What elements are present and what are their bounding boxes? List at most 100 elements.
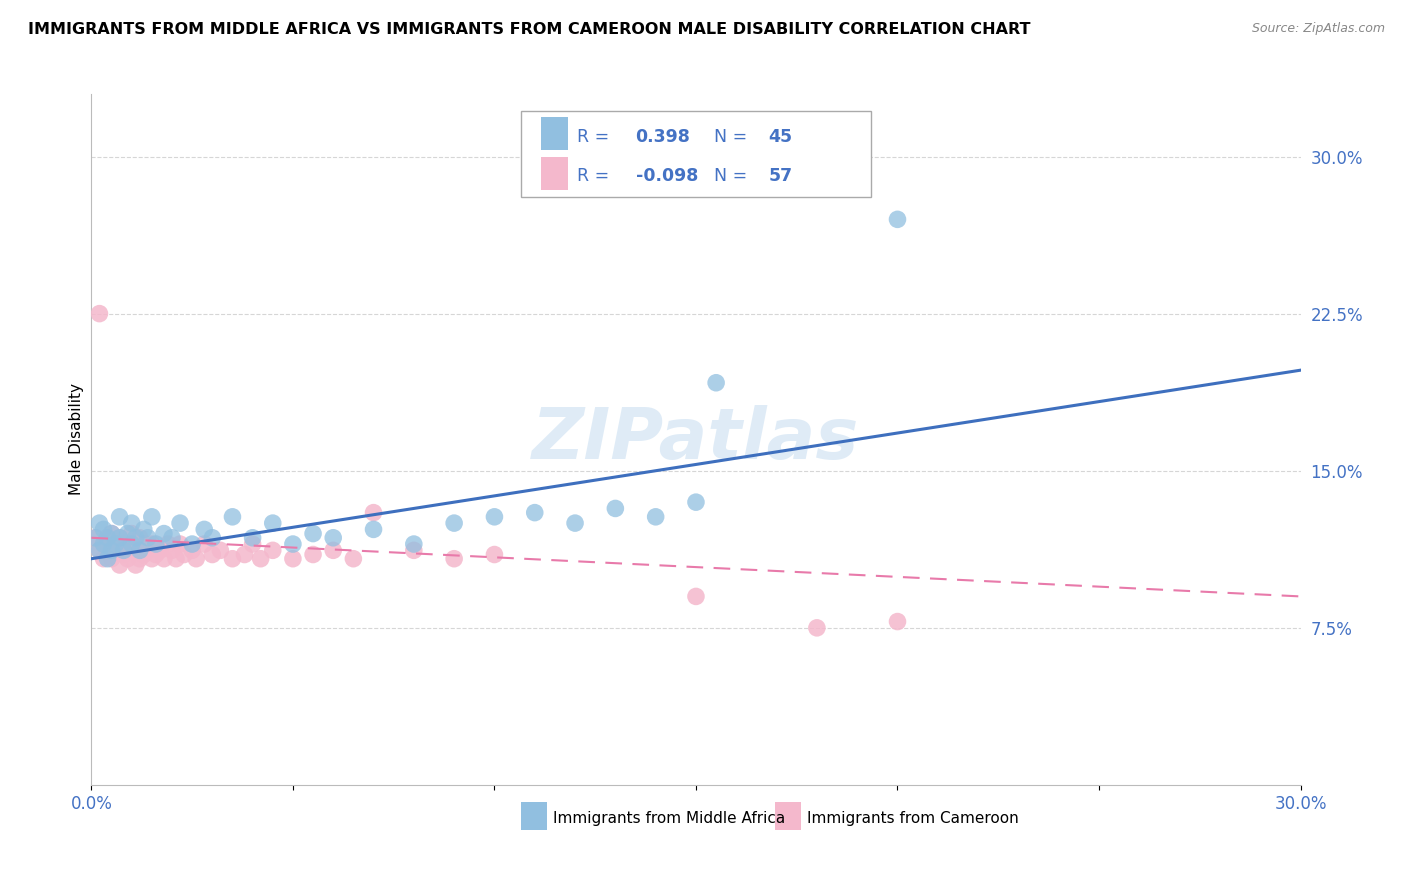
FancyBboxPatch shape (520, 111, 872, 197)
Text: Source: ZipAtlas.com: Source: ZipAtlas.com (1251, 22, 1385, 36)
Point (136, 531, 159, 545)
Text: ZIPatlas: ZIPatlas (533, 405, 859, 474)
Point (108, 531, 131, 545)
Point (564, 516, 586, 530)
Text: N =: N = (714, 128, 752, 145)
Point (125, 531, 148, 545)
Point (112, 548, 135, 562)
Text: Immigrants from Middle Africa: Immigrants from Middle Africa (554, 811, 786, 826)
Point (605, 501, 627, 516)
Point (141, 551, 163, 566)
Point (108, 558, 131, 572)
Point (100, 551, 122, 566)
Point (165, 551, 187, 566)
Point (93, 551, 115, 566)
Point (281, 537, 304, 551)
Point (221, 551, 243, 566)
Point (233, 548, 256, 562)
Point (160, 531, 183, 545)
Text: IMMIGRANTS FROM MIDDLE AFRICA VS IMMIGRANTS FROM CAMEROON MALE DISABILITY CORREL: IMMIGRANTS FROM MIDDLE AFRICA VS IMMIGRA… (28, 22, 1031, 37)
Point (108, 531, 131, 545)
Point (132, 537, 155, 551)
Point (128, 551, 150, 566)
Point (322, 543, 344, 558)
Point (523, 506, 546, 520)
Bar (520, 802, 547, 830)
Bar (541, 118, 568, 151)
Point (181, 537, 204, 551)
Point (89, 543, 111, 558)
Point (104, 537, 127, 551)
Point (141, 509, 163, 524)
Point (141, 537, 163, 551)
Point (886, 615, 908, 629)
Point (104, 543, 127, 558)
Text: 0.398: 0.398 (636, 128, 690, 145)
Text: -0.098: -0.098 (636, 168, 697, 186)
Bar (775, 802, 801, 830)
Point (121, 537, 143, 551)
Point (100, 526, 122, 541)
Point (117, 526, 139, 541)
Point (96, 543, 118, 558)
Point (201, 548, 224, 562)
Point (242, 531, 264, 545)
Point (484, 509, 506, 524)
Point (249, 551, 271, 566)
Point (149, 543, 172, 558)
Point (132, 548, 155, 562)
Point (169, 537, 191, 551)
Point (128, 543, 150, 558)
Point (89, 307, 111, 321)
Point (108, 509, 131, 524)
Point (685, 590, 707, 604)
Point (117, 543, 139, 558)
Point (112, 537, 135, 551)
Point (132, 522, 155, 536)
Point (181, 543, 204, 558)
Point (125, 558, 148, 572)
Point (484, 548, 506, 562)
Point (262, 543, 284, 558)
Point (125, 543, 148, 558)
Point (145, 548, 167, 562)
Point (96, 531, 118, 545)
Point (89, 516, 111, 530)
Point (169, 516, 191, 530)
Point (173, 548, 195, 562)
Point (96, 531, 118, 545)
Point (112, 543, 135, 558)
Point (104, 537, 127, 551)
Point (145, 537, 167, 551)
Point (153, 526, 176, 541)
Point (201, 531, 224, 545)
Point (242, 537, 264, 551)
Point (84, 531, 107, 545)
Text: Immigrants from Cameroon: Immigrants from Cameroon (807, 811, 1019, 826)
Text: R =: R = (578, 168, 616, 186)
Text: R =: R = (578, 128, 616, 145)
Text: 57: 57 (769, 168, 793, 186)
Bar (541, 157, 568, 190)
Point (262, 516, 284, 530)
Point (100, 526, 122, 541)
Point (644, 509, 666, 524)
Point (302, 548, 325, 562)
Point (221, 509, 243, 524)
Point (186, 551, 208, 566)
Point (84, 531, 107, 545)
Point (121, 526, 143, 541)
Point (209, 543, 232, 558)
Point (704, 376, 727, 390)
Point (93, 537, 115, 551)
Point (153, 551, 176, 566)
Point (193, 522, 215, 536)
Point (128, 531, 150, 545)
Point (806, 621, 828, 635)
Y-axis label: Male Disability: Male Disability (69, 384, 84, 495)
Point (363, 522, 385, 536)
Point (193, 537, 215, 551)
Point (89, 543, 111, 558)
Point (886, 212, 908, 227)
Text: 45: 45 (769, 128, 793, 145)
